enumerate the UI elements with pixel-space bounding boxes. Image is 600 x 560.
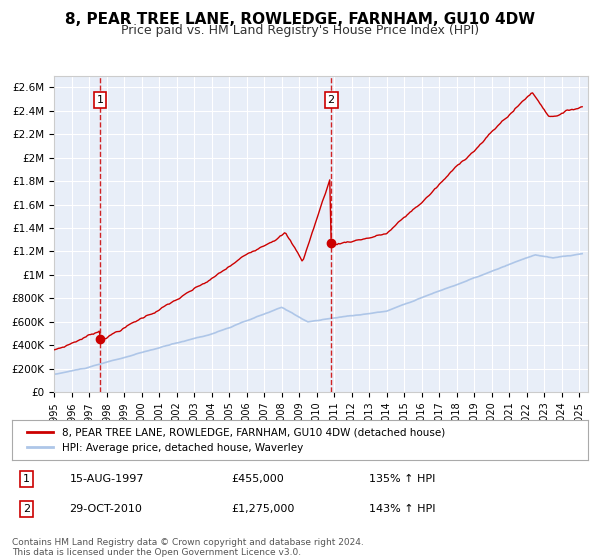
Text: 2: 2	[328, 95, 335, 105]
Text: 1: 1	[23, 474, 30, 484]
Text: 8, PEAR TREE LANE, ROWLEDGE, FARNHAM, GU10 4DW: 8, PEAR TREE LANE, ROWLEDGE, FARNHAM, GU…	[65, 12, 535, 27]
Text: 1: 1	[97, 95, 103, 105]
Text: 143% ↑ HPI: 143% ↑ HPI	[369, 505, 436, 515]
Text: Price paid vs. HM Land Registry's House Price Index (HPI): Price paid vs. HM Land Registry's House …	[121, 24, 479, 37]
Text: 29-OCT-2010: 29-OCT-2010	[70, 505, 142, 515]
Text: 15-AUG-1997: 15-AUG-1997	[70, 474, 144, 484]
Text: This data is licensed under the Open Government Licence v3.0.: This data is licensed under the Open Gov…	[12, 548, 301, 557]
Text: Contains HM Land Registry data © Crown copyright and database right 2024.: Contains HM Land Registry data © Crown c…	[12, 538, 364, 547]
Text: £455,000: £455,000	[231, 474, 284, 484]
Legend: 8, PEAR TREE LANE, ROWLEDGE, FARNHAM, GU10 4DW (detached house), HPI: Average pr: 8, PEAR TREE LANE, ROWLEDGE, FARNHAM, GU…	[23, 423, 449, 457]
Text: 135% ↑ HPI: 135% ↑ HPI	[369, 474, 436, 484]
Text: £1,275,000: £1,275,000	[231, 505, 294, 515]
Text: 2: 2	[23, 505, 30, 515]
